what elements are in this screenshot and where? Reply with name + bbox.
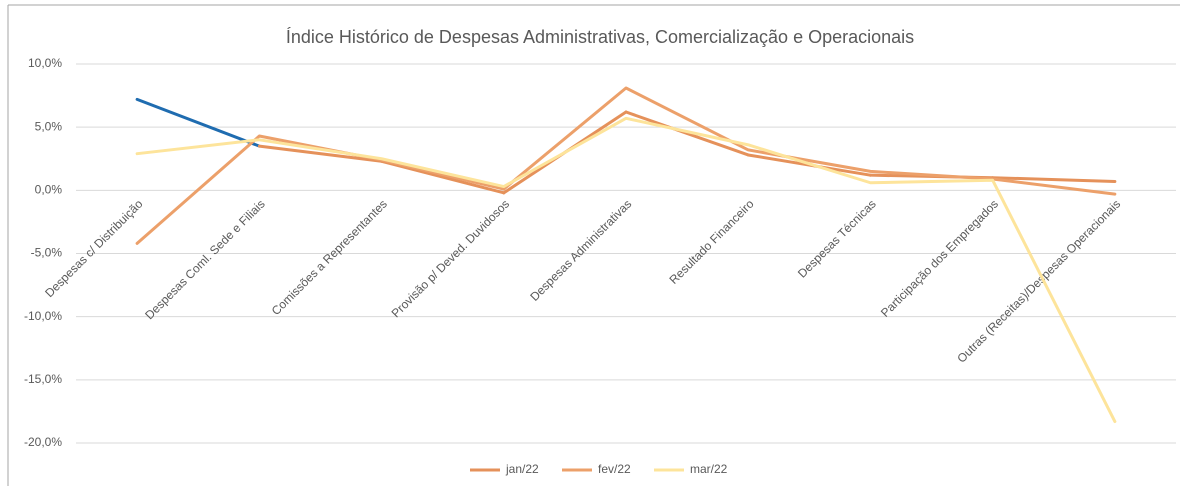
x-tick-label: Despesas Técnicas <box>795 197 879 281</box>
line <box>135 116 1117 424</box>
x-tick-label: Resultado Financeiro <box>666 197 756 287</box>
x-tick-label: Provisão p/ Deved. Duvidosos <box>389 197 513 321</box>
x-tick-label: Despesas Coml. Sede e Filiais <box>142 197 267 322</box>
y-tick-label: -15,0% <box>24 372 62 386</box>
legend-label: fev/22 <box>598 462 631 476</box>
line-segment <box>135 97 261 148</box>
y-tick-label: 10,0% <box>28 56 62 70</box>
y-tick-label: -10,0% <box>24 309 62 323</box>
x-tick-label: Comissões a Representantes <box>269 197 390 318</box>
x-tick-label: Participação dos Empregados <box>878 197 1001 320</box>
line <box>135 86 1117 245</box>
y-tick-label: -5,0% <box>31 246 63 260</box>
chart-title: Índice Histórico de Despesas Administrat… <box>286 27 914 47</box>
x-tick-label: Despesas Administrativas <box>527 197 634 304</box>
line-segment <box>991 176 1117 183</box>
y-tick-label: 5,0% <box>35 119 63 133</box>
line-segment <box>624 110 750 157</box>
legend-label: mar/22 <box>690 462 728 476</box>
y-tick-label: 0,0% <box>35 183 63 197</box>
line-segment <box>257 144 384 163</box>
legend-label: jan/22 <box>505 462 539 476</box>
line-segment <box>380 159 506 195</box>
y-tick-label: -20,0% <box>24 435 62 449</box>
